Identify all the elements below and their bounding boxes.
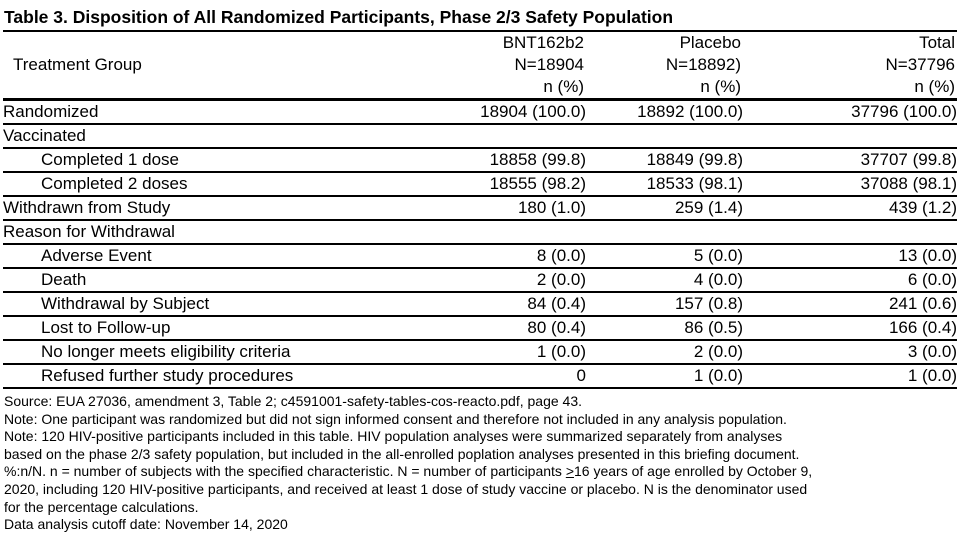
table-row: Adverse Event 8 (0.0) 5 (0.0) 13 (0.0) (3, 244, 957, 269)
value-cell: 1 (0.0) (586, 364, 743, 389)
value-cell: 439 (1.2) (743, 196, 957, 221)
row-label: No longer meets eligibility criteria (3, 340, 431, 365)
value-cell: 37707 (99.8) (743, 148, 957, 173)
column-stat-label: n (%) (543, 77, 584, 96)
footnote-text: Note: 120 HIV-positive participants incl… (4, 428, 783, 445)
table-row: Death 2 (0.0) 4 (0.0) 6 (0.0) (3, 268, 957, 293)
value-cell (431, 220, 586, 245)
value-cell: 241 (0.6) (743, 292, 957, 317)
table-row: Withdrawal by Subject 84 (0.4) 157 (0.8) 24… (3, 292, 957, 317)
footnote-text: for the percentage calculations. (4, 498, 199, 515)
column-stat-label: n (%) (914, 77, 955, 96)
footnote-line: Note: 120 HIV-positive participants incl… (4, 428, 957, 446)
row-label: Completed 2 doses (3, 172, 431, 197)
greater-equal-glyph: > (565, 463, 575, 480)
column-n-label: N=37796 (885, 55, 955, 74)
row-label: Death (3, 268, 431, 293)
value-cell: 86 (0.5) (586, 316, 743, 341)
value-cell: 1 (0.0) (743, 364, 957, 389)
row-label: Completed 1 dose (3, 148, 431, 173)
row-label: Reason for Withdrawal (3, 220, 431, 245)
value-cell: 18533 (98.1) (586, 172, 743, 197)
footnote-text: 16 years of age enrolled by October 9, (574, 463, 813, 480)
footnote-text: Source: EUA 27036, amendment 3, Table 2;… (4, 393, 582, 409)
value-cell: 37796 (100.0) (743, 99, 957, 125)
row-label: Refused further study procedures (3, 364, 431, 389)
column-header-total: Total N=37796 n (%) (743, 32, 957, 101)
value-cell: 0 (431, 364, 586, 389)
value-cell (586, 220, 743, 245)
value-cell (431, 124, 586, 149)
column-group-label: Placebo (679, 33, 741, 52)
value-cell: 8 (0.0) (431, 244, 586, 269)
value-cell: 2 (0.0) (586, 340, 743, 365)
row-label: Withdrawal by Subject (3, 292, 431, 317)
footnote-line: 2020, including 120 HIV-positive partici… (4, 481, 957, 499)
table-title: Table 3. Disposition of All Randomized P… (3, 0, 957, 32)
value-cell: 18904 (100.0) (431, 99, 586, 125)
value-cell: 3 (0.0) (743, 340, 957, 365)
value-cell: 1 (0.0) (431, 340, 586, 365)
row-label: Vaccinated (3, 124, 431, 149)
value-cell: 4 (0.0) (586, 268, 743, 293)
value-cell: 2 (0.0) (431, 268, 586, 293)
table-row: Lost to Follow-up 80 (0.4) 86 (0.5) 166 (0.… (3, 316, 957, 341)
value-cell: 180 (1.0) (431, 196, 586, 221)
table-row: Randomized 18904 (100.0) 18892 (100.0) 3779… (3, 99, 957, 125)
table-row: No longer meets eligibility criteria 1 (0… (3, 340, 957, 365)
row-label: Randomized (3, 99, 431, 125)
footnote-line: %:n/N. n = number of subjects with the s… (4, 463, 957, 481)
table-row: Reason for Withdrawal (3, 220, 957, 245)
footnote-text: Data analysis cutoff date: November 14, … (4, 516, 288, 533)
value-cell: 166 (0.4) (743, 316, 957, 341)
column-stat-label: n (%) (700, 77, 741, 96)
footnote-text: based on the phase 2/3 safety population… (4, 445, 800, 462)
table-row: Vaccinated (3, 124, 957, 149)
footnote-text: 2020, including 120 HIV-positive partici… (4, 480, 808, 497)
value-cell: 157 (0.8) (586, 292, 743, 317)
column-header-placebo: Placebo N=18892) n (%) (586, 32, 743, 101)
row-label: Withdrawn from Study (3, 196, 431, 221)
value-cell: 37088 (98.1) (743, 172, 957, 197)
value-cell: 18555 (98.2) (431, 172, 586, 197)
table-row: Withdrawn from Study 180 (1.0) 259 (1.4) 43… (3, 196, 957, 221)
value-cell: 13 (0.0) (743, 244, 957, 269)
column-group-label: Total (919, 33, 955, 52)
column-header-bnt162b2: BNT162b2 N=18904 n (%) (431, 32, 586, 101)
table-row: Refused further study procedures 0 1 (0.0)… (3, 364, 957, 389)
value-cell (586, 124, 743, 149)
value-cell (743, 124, 957, 149)
column-group-label: BNT162b2 (502, 33, 584, 52)
value-cell (743, 220, 957, 245)
column-n-label: N=18904 (514, 55, 584, 74)
value-cell: 18892 (100.0) (586, 99, 743, 125)
value-cell: 5 (0.0) (586, 244, 743, 269)
footnote-text: Note: One participant was randomized but… (4, 410, 787, 427)
footnotes: Source: EUA 27036, amendment 3, Table 2;… (3, 389, 957, 534)
column-n-label: N=18892) (665, 55, 741, 74)
value-cell: 18849 (99.8) (586, 148, 743, 173)
column-header-treatment-group: Treatment Group (3, 32, 431, 101)
footnote-line: Note: One participant was randomized but… (4, 411, 957, 429)
footnote-line: for the percentage calculations. (4, 499, 957, 517)
row-label: Lost to Follow-up (3, 316, 431, 341)
value-cell: 6 (0.0) (743, 268, 957, 293)
value-cell: 259 (1.4) (586, 196, 743, 221)
document-page: Table 3. Disposition of All Randomized P… (3, 0, 957, 534)
value-cell: 84 (0.4) (431, 292, 586, 317)
footnote-line: Source: EUA 27036, amendment 3, Table 2;… (4, 393, 957, 411)
table-row: Completed 2 doses 18555 (98.2) 18533 (98.1… (3, 172, 957, 197)
disposition-table: Treatment Group BNT162b2 N=18904 n (%) P… (3, 32, 957, 389)
value-cell: 18858 (99.8) (431, 148, 586, 173)
footnote-line: based on the phase 2/3 safety population… (4, 446, 957, 464)
table-row: Completed 1 dose 18858 (99.8) 18849 (99.8)… (3, 148, 957, 173)
footnote-text: %:n/N. n = number of subjects with the s… (4, 463, 566, 480)
footnote-line: Data analysis cutoff date: November 14, … (4, 516, 957, 534)
row-label: Adverse Event (3, 244, 431, 269)
value-cell: 80 (0.4) (431, 316, 586, 341)
header-row: Treatment Group BNT162b2 N=18904 n (%) P… (3, 32, 957, 101)
